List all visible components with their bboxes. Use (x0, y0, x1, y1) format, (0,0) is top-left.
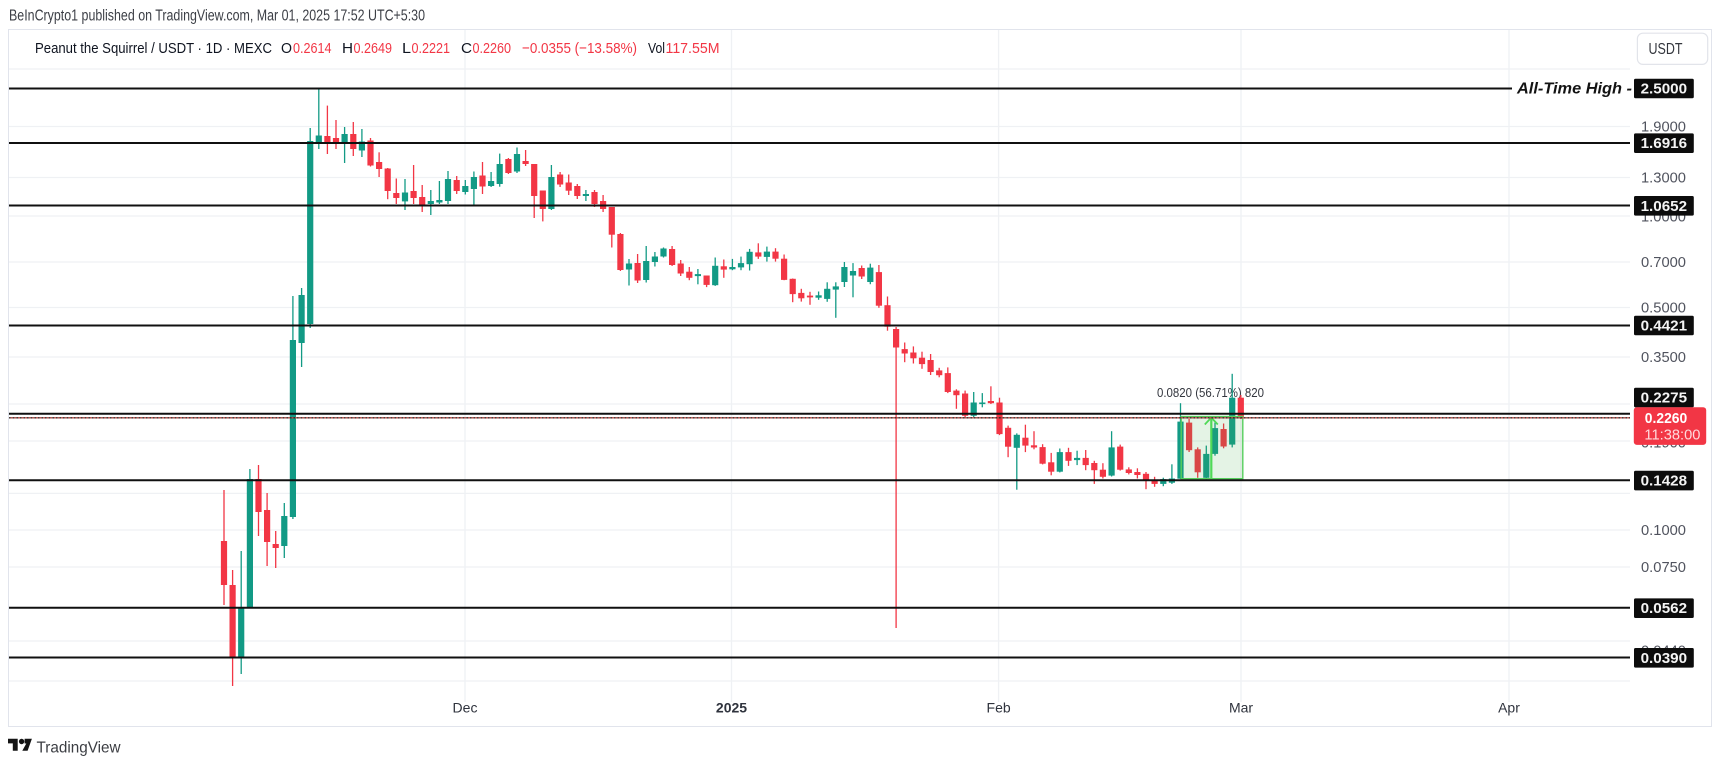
svg-text:0.2260: 0.2260 (1645, 411, 1687, 427)
svg-text:0.2221: 0.2221 (412, 40, 451, 57)
svg-text:Feb: Feb (987, 700, 1011, 716)
svg-text:0.1428: 0.1428 (1641, 474, 1688, 490)
svg-text:Dec: Dec (453, 700, 478, 716)
svg-text:0.1000: 0.1000 (1641, 523, 1686, 539)
svg-text:All-Time High -: All-Time High - (1516, 81, 1632, 98)
svg-text:0.2649: 0.2649 (354, 40, 393, 57)
svg-text:0.0820 (56.71%) 820: 0.0820 (56.71%) 820 (1157, 386, 1264, 400)
svg-text:Peanut the Squirrel / USDT · 1: Peanut the Squirrel / USDT · 1D · MEXC (35, 40, 272, 57)
svg-text:117.55M: 117.55M (666, 40, 720, 57)
svg-text:Apr: Apr (1498, 700, 1520, 716)
svg-text:Vol: Vol (648, 40, 665, 57)
svg-text:0.0390: 0.0390 (1641, 651, 1688, 667)
svg-text:1.6916: 1.6916 (1641, 136, 1688, 152)
svg-text:Mar: Mar (1229, 700, 1253, 716)
svg-text:USDT: USDT (1649, 41, 1683, 58)
svg-text:1.3000: 1.3000 (1641, 171, 1686, 187)
svg-text:H: H (342, 40, 353, 57)
svg-text:C: C (461, 40, 472, 57)
svg-text:TradingView: TradingView (37, 740, 121, 757)
svg-text:0.7000: 0.7000 (1641, 255, 1686, 271)
svg-text:0.0562: 0.0562 (1641, 601, 1688, 617)
svg-text:0.2275: 0.2275 (1641, 391, 1688, 407)
svg-text:O: O (281, 40, 292, 57)
svg-text:1.9000: 1.9000 (1641, 120, 1686, 136)
svg-text:2.5000: 2.5000 (1641, 82, 1688, 98)
svg-text:L: L (402, 40, 411, 57)
svg-text:0.0750: 0.0750 (1641, 560, 1686, 576)
svg-text:0.3500: 0.3500 (1641, 350, 1686, 366)
svg-text:0.2260: 0.2260 (473, 40, 512, 57)
svg-text:2025: 2025 (716, 700, 747, 716)
svg-text:0.2614: 0.2614 (293, 40, 332, 57)
svg-text:0.5000: 0.5000 (1641, 301, 1686, 317)
svg-text:BeInCrypto1 published on Tradi: BeInCrypto1 published on TradingView.com… (9, 8, 425, 25)
svg-text:11:38:00: 11:38:00 (1644, 428, 1700, 444)
svg-text:0.4421: 0.4421 (1641, 319, 1688, 335)
svg-text:−0.0355 (−13.58%): −0.0355 (−13.58%) (522, 40, 637, 57)
svg-text:1.0652: 1.0652 (1641, 199, 1688, 215)
